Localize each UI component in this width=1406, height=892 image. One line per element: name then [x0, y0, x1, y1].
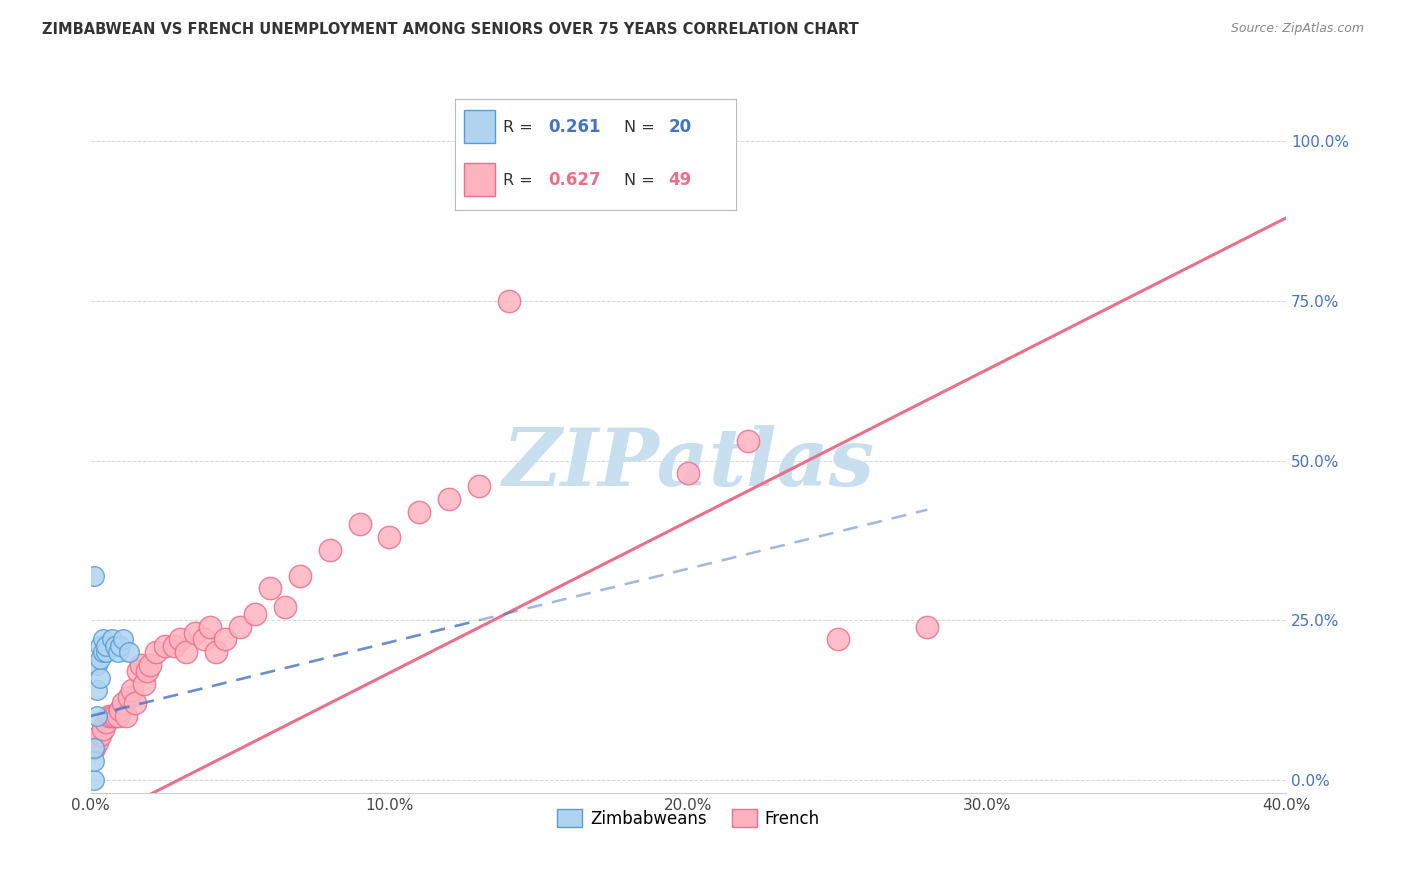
Point [103, 709, 125, 723]
Point [917, 619, 939, 633]
Point [112, 696, 135, 710]
Point [134, 677, 156, 691]
Point [86, 709, 108, 723]
Point [91, 722, 114, 736]
Point [83, 568, 105, 582]
Point [83, 754, 105, 768]
Point [121, 683, 143, 698]
Point [94, 639, 117, 653]
Point [558, 134, 581, 148]
Point [83, 741, 105, 756]
Point [214, 632, 236, 647]
Point [89, 671, 111, 685]
Point [184, 626, 207, 640]
Point [139, 657, 162, 672]
Point [274, 600, 297, 615]
Point [127, 665, 149, 679]
Point [439, 491, 461, 506]
Point [118, 690, 141, 704]
Point [115, 709, 138, 723]
Point [174, 645, 197, 659]
Point [89, 639, 111, 653]
Point [349, 517, 371, 532]
Point [110, 703, 132, 717]
Point [468, 479, 491, 493]
Point [155, 639, 177, 653]
Point [205, 645, 228, 659]
Point [94, 645, 117, 659]
Point [112, 632, 135, 647]
Point [89, 651, 111, 665]
Point [193, 632, 215, 647]
Point [527, 134, 550, 148]
Point [163, 639, 186, 653]
Point [198, 619, 221, 633]
Point [145, 645, 167, 659]
Point [89, 728, 111, 742]
Point [259, 582, 281, 596]
Point [86, 657, 108, 672]
Point [107, 645, 129, 659]
Point [97, 709, 120, 723]
Point [318, 543, 340, 558]
Point [91, 632, 114, 647]
Legend: Zimbabweans, French: Zimbabweans, French [550, 803, 827, 834]
Text: ZIMBABWEAN VS FRENCH UNEMPLOYMENT AMONG SENIORS OVER 75 YEARS CORRELATION CHART: ZIMBABWEAN VS FRENCH UNEMPLOYMENT AMONG … [42, 22, 859, 37]
Point [131, 657, 153, 672]
Point [103, 639, 125, 653]
Point [100, 632, 122, 647]
Text: ZIPatlas: ZIPatlas [502, 425, 875, 502]
Point [86, 734, 108, 748]
Point [617, 134, 640, 148]
Point [94, 715, 117, 730]
Point [243, 607, 266, 621]
Point [107, 709, 129, 723]
Point [678, 467, 700, 481]
Point [737, 434, 759, 449]
Point [136, 665, 159, 679]
Point [83, 772, 105, 787]
Point [229, 619, 252, 633]
Point [100, 709, 122, 723]
Point [827, 632, 849, 647]
Text: Source: ZipAtlas.com: Source: ZipAtlas.com [1230, 22, 1364, 36]
Point [288, 568, 311, 582]
Point [498, 293, 520, 308]
Point [169, 632, 191, 647]
Point [86, 683, 108, 698]
Point [110, 639, 132, 653]
Point [83, 741, 105, 756]
Point [91, 645, 114, 659]
Point [378, 530, 401, 544]
Point [124, 696, 146, 710]
Point [118, 645, 141, 659]
Point [408, 505, 430, 519]
